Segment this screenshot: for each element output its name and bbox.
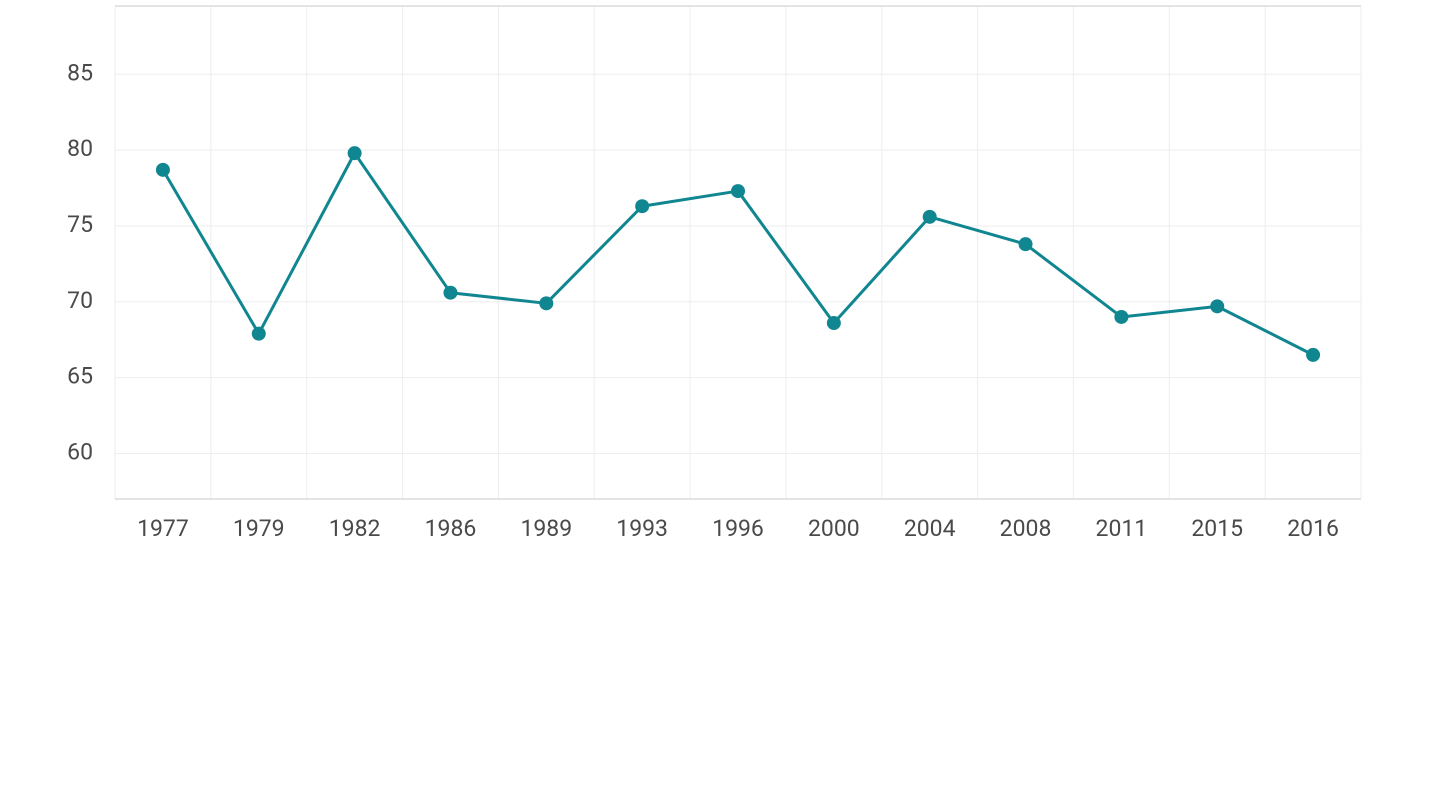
y-tick-label: 80 [67, 135, 93, 162]
y-tick-label: 85 [67, 59, 93, 86]
x-tick-label: 2000 [808, 515, 860, 542]
x-tick-label: 1982 [329, 515, 381, 542]
x-tick-label: 1996 [712, 515, 764, 542]
line-chart: 60 65 70 75 80 85 1977 1979 1982 1986 1989 1993 1996… [0, 0, 1440, 808]
data-point [539, 296, 553, 310]
x-tick-label: 1993 [616, 515, 668, 542]
x-tick-label: 1986 [425, 515, 477, 542]
data-point [443, 286, 457, 300]
x-tick-label: 2015 [1191, 515, 1243, 542]
data-point [1114, 310, 1128, 324]
x-tick-label: 2011 [1096, 515, 1148, 542]
data-point [731, 184, 745, 198]
data-point [827, 316, 841, 330]
data-point [1019, 237, 1033, 251]
x-tick-label: 1979 [233, 515, 285, 542]
x-tick-label: 2008 [1000, 515, 1052, 542]
data-point [156, 163, 170, 177]
y-tick-label: 75 [67, 211, 93, 238]
y-tick-label: 65 [67, 363, 93, 390]
y-tick-label: 60 [67, 439, 93, 466]
data-point [252, 327, 266, 341]
x-tick-label: 2004 [904, 515, 956, 542]
x-tick-label: 1989 [520, 515, 572, 542]
data-point [635, 199, 649, 213]
x-tick-label: 1977 [137, 515, 189, 542]
data-point [348, 146, 362, 160]
x-tick-label: 2016 [1287, 515, 1339, 542]
data-point [1306, 348, 1320, 362]
data-point [923, 210, 937, 224]
chart-svg: 60 65 70 75 80 85 1977 1979 1982 1986 1989 1993 1996… [0, 0, 1440, 808]
y-tick-label: 70 [67, 287, 93, 314]
data-point [1210, 299, 1224, 313]
